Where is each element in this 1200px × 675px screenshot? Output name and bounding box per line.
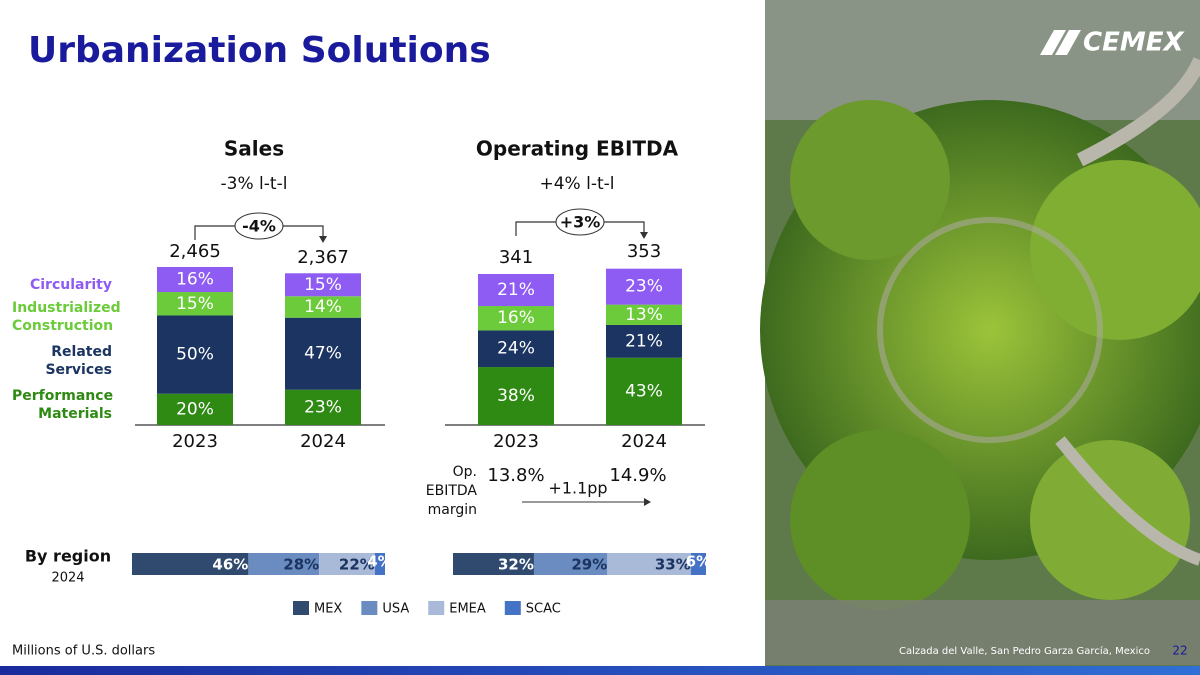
bar-segment — [478, 274, 554, 307]
footnote: Millions of U.S. dollars — [12, 644, 155, 659]
margin-value: 14.9% — [609, 465, 666, 486]
data-label: 47% — [304, 344, 342, 364]
x-tick-label: 2023 — [172, 431, 218, 452]
data-label: 46% — [212, 556, 248, 574]
x-tick-label: 2024 — [621, 431, 667, 452]
margin-arrowhead — [644, 498, 651, 506]
region-segment — [374, 553, 385, 575]
bottom-bar — [0, 666, 1200, 675]
data-label: 23% — [625, 277, 663, 297]
chart-title: By region — [25, 547, 111, 566]
bar-segment — [478, 367, 554, 425]
data-label: 14% — [304, 297, 342, 317]
bar-segment — [285, 296, 361, 318]
legend-swatch — [361, 601, 378, 615]
bar-segment — [606, 268, 682, 305]
region-segment — [248, 553, 320, 575]
chart-subtitle: +4% l-t-l — [540, 174, 615, 194]
x-tick-label: 2024 — [300, 431, 346, 452]
legend-swatch — [293, 601, 309, 615]
legend-label: Circularity — [29, 277, 112, 293]
bar-segment — [606, 357, 682, 425]
data-label: 21% — [625, 331, 663, 351]
margin-label: Op. EBITDA margin — [425, 464, 477, 518]
total-label: 353 — [627, 241, 661, 262]
chart-title: Sales — [224, 137, 284, 161]
legend-label: SCAC — [526, 602, 561, 617]
data-label: 6% — [686, 553, 711, 571]
data-label: 16% — [497, 308, 535, 328]
bar-segment — [157, 393, 233, 425]
bar-segment — [157, 315, 233, 394]
data-label: 15% — [304, 275, 342, 295]
region-segment — [453, 553, 534, 575]
data-label: 24% — [497, 339, 535, 359]
bar-segment — [478, 306, 554, 331]
region-segment — [132, 553, 249, 575]
data-label: 4% — [367, 553, 392, 571]
data-label: 33% — [655, 556, 691, 574]
data-label: 15% — [176, 294, 214, 314]
x-tick-label: 2023 — [493, 431, 539, 452]
logo: CEMEX — [1083, 28, 1185, 58]
legend-label: Performance Materials — [12, 388, 114, 422]
margin-change: +1.1pp — [548, 479, 607, 498]
data-label: 50% — [176, 345, 214, 365]
logo-mark — [1040, 30, 1081, 55]
change-arrow — [319, 236, 327, 243]
data-label: 13% — [625, 305, 663, 325]
bar-segment — [157, 267, 233, 293]
change-label: +3% — [560, 213, 601, 232]
data-label: 21% — [497, 280, 535, 300]
legend-swatch — [504, 601, 521, 615]
legend-label: USA — [382, 602, 409, 617]
change-arrow — [640, 232, 648, 239]
page-number: 22 — [1172, 644, 1187, 658]
region-segment — [690, 553, 706, 575]
data-label: 43% — [625, 381, 663, 401]
change-badge — [555, 208, 605, 236]
change-badge — [234, 212, 284, 240]
legend-swatch — [428, 601, 445, 615]
photo — [760, 0, 1200, 675]
margin-value: 13.8% — [487, 465, 544, 486]
data-label: 16% — [176, 270, 214, 290]
bar-segment — [157, 292, 233, 316]
total-label: 2,465 — [169, 241, 221, 262]
change-label: -4% — [242, 217, 276, 236]
legend-label: Industrialized Construction — [12, 300, 121, 334]
chart-subtitle: -3% l-t-l — [221, 174, 288, 194]
legend-label: EMEA — [449, 602, 486, 617]
bar-segment — [478, 330, 554, 368]
chart-title: Operating EBITDA — [476, 137, 679, 161]
data-label: 22% — [339, 556, 375, 574]
data-label: 29% — [571, 556, 607, 574]
bar-segment — [285, 317, 361, 390]
slide-title: Urbanization Solutions — [28, 30, 491, 71]
legend-label: Related Services — [45, 344, 112, 378]
region-segment — [533, 553, 608, 575]
total-label: 2,367 — [297, 247, 349, 268]
region-segment — [319, 553, 375, 575]
bar-segment — [285, 389, 361, 425]
bar-segment — [285, 273, 361, 297]
data-label: 23% — [304, 397, 342, 417]
region-segment — [607, 553, 691, 575]
legend-label: MEX — [314, 602, 342, 617]
data-label: 20% — [176, 399, 214, 419]
photo-caption: Calzada del Valle, San Pedro Garza Garcí… — [899, 645, 1150, 657]
bar-segment — [606, 304, 682, 325]
total-label: 341 — [499, 247, 533, 268]
bar-segment — [606, 324, 682, 358]
chart-subtitle: 2024 — [51, 571, 84, 586]
data-label: 28% — [283, 556, 319, 574]
data-label: 38% — [497, 386, 535, 406]
data-label: 32% — [498, 556, 534, 574]
